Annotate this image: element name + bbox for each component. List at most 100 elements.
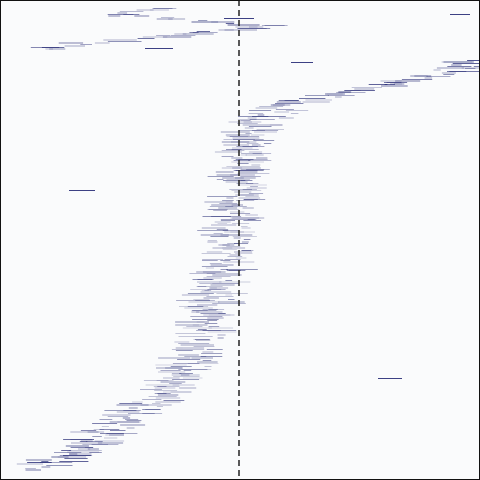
data-segment	[249, 110, 272, 111]
data-segment	[213, 210, 227, 211]
data-segment	[259, 106, 284, 107]
data-segment	[226, 197, 234, 199]
data-segment	[187, 293, 214, 294]
data-segment	[161, 17, 175, 18]
data-segment	[227, 256, 236, 257]
data-segment	[145, 409, 161, 410]
data-segment	[299, 98, 326, 99]
data-segment	[154, 390, 178, 391]
data-segment	[175, 347, 183, 349]
data-segment	[157, 394, 179, 396]
data-segment	[107, 41, 142, 42]
data-segment	[175, 333, 206, 334]
data-segment	[235, 257, 247, 259]
data-segment	[218, 313, 226, 314]
data-segment	[109, 421, 140, 423]
isolated-segment	[145, 48, 173, 49]
data-segment	[212, 303, 246, 304]
data-segment	[220, 131, 250, 133]
data-segment	[197, 279, 213, 280]
data-segment	[49, 48, 66, 50]
data-segment	[256, 157, 268, 159]
data-segment	[350, 90, 361, 91]
data-segment	[240, 169, 265, 170]
data-segment	[235, 26, 258, 28]
data-segment	[236, 183, 254, 184]
data-segment	[225, 206, 247, 207]
data-segment	[426, 76, 451, 77]
data-segment	[171, 349, 205, 350]
data-segment	[338, 91, 351, 93]
data-segment	[209, 263, 222, 264]
data-segment	[253, 140, 275, 141]
data-segment	[250, 186, 258, 187]
data-segment	[424, 77, 433, 79]
data-segment	[196, 330, 221, 331]
data-segment	[221, 141, 250, 143]
isolated-segment	[450, 14, 470, 15]
data-segment	[201, 227, 226, 229]
data-segment	[243, 121, 252, 123]
data-segment	[163, 377, 180, 379]
data-segment	[192, 319, 219, 320]
data-segment	[214, 151, 242, 153]
data-segment	[221, 156, 234, 157]
data-segment	[25, 469, 41, 471]
data-segment	[182, 327, 212, 329]
data-segment	[224, 29, 257, 31]
data-segment	[206, 276, 231, 277]
data-segment	[163, 400, 185, 401]
data-segment	[249, 26, 264, 28]
data-segment	[261, 25, 285, 26]
data-segment	[278, 117, 294, 119]
data-segment	[447, 66, 472, 67]
data-segment	[68, 450, 102, 451]
data-segment	[264, 25, 288, 26]
data-segment	[232, 167, 261, 169]
data-segment	[171, 373, 182, 374]
data-segment	[248, 126, 272, 127]
data-segment	[216, 293, 248, 294]
data-segment	[395, 80, 421, 82]
data-segment	[248, 151, 263, 153]
data-segment	[229, 189, 257, 190]
data-segment	[209, 206, 234, 207]
data-segment	[226, 179, 250, 180]
data-segment	[126, 427, 135, 429]
data-segment	[192, 32, 218, 33]
data-segment	[242, 124, 270, 126]
data-segment	[223, 139, 255, 140]
data-segment	[190, 316, 223, 317]
data-segment	[218, 207, 238, 209]
data-segment	[275, 109, 294, 110]
data-segment	[137, 38, 155, 39]
data-segment	[351, 87, 382, 88]
data-segment	[344, 90, 375, 91]
data-segment	[232, 217, 265, 219]
data-segment	[197, 361, 218, 363]
data-segment	[237, 184, 267, 186]
data-segment	[354, 88, 375, 90]
data-segment	[142, 399, 162, 400]
data-segment	[224, 231, 244, 233]
data-segment	[58, 42, 84, 44]
data-segment	[180, 374, 190, 376]
data-segment	[213, 233, 223, 234]
data-segment	[171, 374, 200, 376]
data-segment	[202, 351, 214, 353]
data-segment	[203, 297, 219, 299]
data-segment	[207, 331, 237, 333]
data-segment	[87, 448, 99, 450]
data-segment	[16, 463, 44, 465]
data-segment	[327, 95, 355, 96]
data-segment	[186, 326, 203, 327]
data-segment	[226, 149, 242, 150]
data-segment	[94, 440, 125, 442]
data-segment	[221, 150, 245, 151]
data-segment	[248, 193, 264, 194]
data-segment	[251, 130, 279, 131]
data-segment	[196, 321, 205, 323]
data-segment	[232, 147, 253, 149]
data-segment	[231, 149, 259, 150]
